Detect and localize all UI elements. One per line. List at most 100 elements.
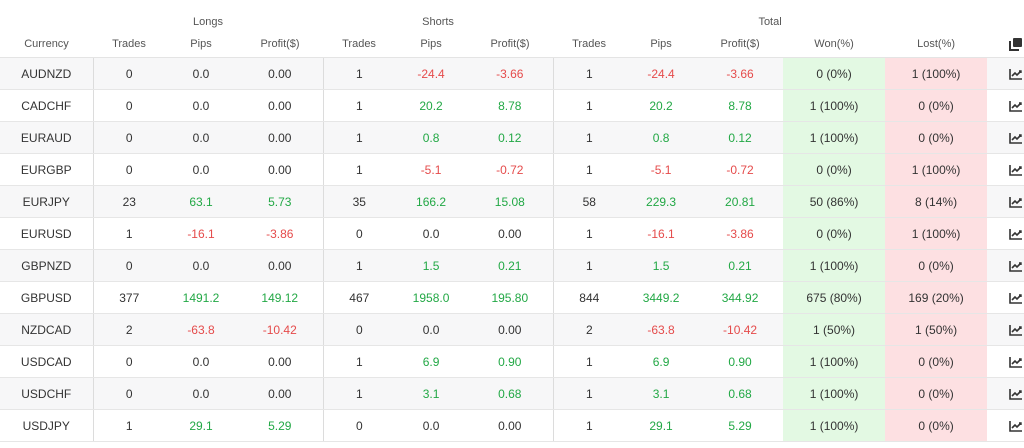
table-row: CADCHF 0 0.0 0.00 1 20.2 8.78 1 20.2 8.78 1 (100%)… (0, 89, 1024, 122)
column-header-total-profit[interactable]: Profit($) (697, 30, 784, 58)
column-header-longs-pips[interactable]: Pips (165, 30, 237, 58)
header-group-total: Total (758, 16, 782, 28)
cell-won: 1 (100%) (783, 409, 886, 442)
cell-shorts-pips: 0.0 (395, 313, 468, 346)
cell-longs-pips: 0.0 (165, 121, 237, 154)
column-header-shorts-profit[interactable]: Profit($) (467, 30, 554, 58)
cell-shorts-trades: 35 (323, 185, 396, 218)
cell-won: 0 (0%) (783, 153, 886, 186)
column-header-currency[interactable]: Currency (0, 30, 93, 58)
cell-total-pips: 20.2 (625, 89, 698, 122)
chart-line-icon[interactable] (987, 57, 1024, 90)
table-row: EURUSD 1 -16.1 -3.86 0 0.0 0.00 1 -16.1 -3.86 0 (0… (0, 217, 1024, 250)
cell-longs-profit: -3.86 (237, 217, 324, 250)
header-group-empty (987, 0, 1024, 30)
cell-lost: 8 (14%) (885, 185, 988, 218)
cell-longs-trades: 0 (93, 121, 165, 154)
chart-line-icon[interactable] (987, 345, 1024, 378)
cell-won: 0 (0%) (783, 217, 886, 250)
cell-shorts-pips: 0.0 (395, 409, 468, 442)
chart-line-icon[interactable] (987, 89, 1024, 122)
cell-longs-trades: 23 (93, 185, 165, 218)
column-header-shorts-pips[interactable]: Pips (395, 30, 468, 58)
cell-currency: USDCHF (0, 377, 94, 410)
cell-currency: EURUSD (0, 217, 94, 250)
cell-longs-profit: 0.00 (237, 249, 324, 282)
cell-total-trades: 1 (553, 249, 626, 282)
header-group-longs: Longs (193, 16, 223, 28)
cell-longs-trades: 1 (93, 409, 165, 442)
cell-total-trades: 1 (553, 89, 626, 122)
cell-shorts-profit: -3.66 (467, 57, 554, 90)
cell-shorts-profit: 0.90 (467, 345, 554, 378)
cell-shorts-pips: -24.4 (395, 57, 468, 90)
header-group-shorts: Shorts (422, 16, 454, 28)
cell-shorts-pips: 0.0 (395, 217, 468, 250)
cell-total-trades: 844 (553, 281, 626, 314)
cell-longs-profit: 0.00 (237, 153, 324, 186)
chart-line-icon[interactable] (987, 217, 1024, 250)
cell-currency: CADCHF (0, 89, 94, 122)
cell-lost: 1 (100%) (885, 217, 988, 250)
cell-won: 1 (100%) (783, 345, 886, 378)
cell-longs-profit: 5.29 (237, 409, 324, 442)
cell-longs-pips: 0.0 (165, 345, 237, 378)
cell-total-profit: 8.78 (697, 89, 784, 122)
column-header-longs-profit[interactable]: Profit($) (237, 30, 324, 58)
cell-won: 1 (100%) (783, 89, 886, 122)
cell-shorts-trades: 0 (323, 409, 396, 442)
cell-shorts-profit: 0.00 (467, 409, 554, 442)
cell-currency: GBPNZD (0, 249, 94, 282)
cell-shorts-profit: 8.78 (467, 89, 554, 122)
cell-lost: 0 (0%) (885, 377, 988, 410)
copy-icon[interactable] (987, 30, 1024, 58)
cell-longs-profit: 0.00 (237, 89, 324, 122)
column-header-shorts-trades[interactable]: Trades (323, 30, 396, 58)
column-header-total-pips[interactable]: Pips (625, 30, 698, 58)
chart-line-icon[interactable] (987, 185, 1024, 218)
chart-line-icon[interactable] (987, 121, 1024, 154)
chart-line-icon[interactable] (987, 377, 1024, 410)
cell-total-pips: -24.4 (625, 57, 698, 90)
cell-longs-trades: 2 (93, 313, 165, 346)
cell-longs-profit: 0.00 (237, 57, 324, 90)
cell-total-trades: 1 (553, 153, 626, 186)
cell-total-trades: 1 (553, 345, 626, 378)
cell-longs-trades: 377 (93, 281, 165, 314)
header-group-empty (0, 0, 93, 30)
table-row: NZDCAD 2 -63.8 -10.42 0 0.0 0.00 2 -63.8 -10.42 1 … (0, 313, 1024, 346)
cell-total-pips: 0.8 (625, 121, 698, 154)
cell-shorts-profit: -0.72 (467, 153, 554, 186)
chart-line-icon[interactable] (987, 281, 1024, 314)
cell-shorts-trades: 1 (323, 57, 396, 90)
cell-shorts-trades: 1 (323, 89, 396, 122)
cell-longs-pips: 0.0 (165, 89, 237, 122)
cell-won: 50 (86%) (783, 185, 886, 218)
column-header-longs-trades[interactable]: Trades (93, 30, 165, 58)
chart-line-icon[interactable] (987, 409, 1024, 442)
header-column-row: Currency Trades Pips Profit($) Trades Pi… (0, 30, 1024, 58)
cell-shorts-profit: 0.00 (467, 313, 554, 346)
table-row: USDCHF 0 0.0 0.00 1 3.1 0.68 1 3.1 0.68 1 (100%) 0 … (0, 377, 1024, 410)
cell-shorts-profit: 0.00 (467, 217, 554, 250)
column-header-won[interactable]: Won(%) (783, 30, 886, 58)
cell-total-pips: -5.1 (625, 153, 698, 186)
cell-won: 1 (50%) (783, 313, 886, 346)
cell-lost: 0 (0%) (885, 345, 988, 378)
cell-currency: USDCAD (0, 345, 94, 378)
cell-currency: AUDNZD (0, 57, 94, 90)
cell-shorts-pips: 3.1 (395, 377, 468, 410)
cell-longs-pips: 63.1 (165, 185, 237, 218)
cell-longs-pips: 0.0 (165, 377, 237, 410)
cell-longs-pips: 0.0 (165, 249, 237, 282)
cell-total-trades: 1 (553, 57, 626, 90)
chart-line-icon[interactable] (987, 153, 1024, 186)
chart-line-icon[interactable] (987, 313, 1024, 346)
chart-line-icon[interactable] (987, 249, 1024, 282)
table-row: GBPNZD 0 0.0 0.00 1 1.5 0.21 1 1.5 0.21 1 (100%) 0 … (0, 249, 1024, 282)
cell-won: 1 (100%) (783, 249, 886, 282)
cell-longs-pips: 29.1 (165, 409, 237, 442)
column-header-total-trades[interactable]: Trades (553, 30, 626, 58)
column-header-lost[interactable]: Lost(%) (885, 30, 988, 58)
